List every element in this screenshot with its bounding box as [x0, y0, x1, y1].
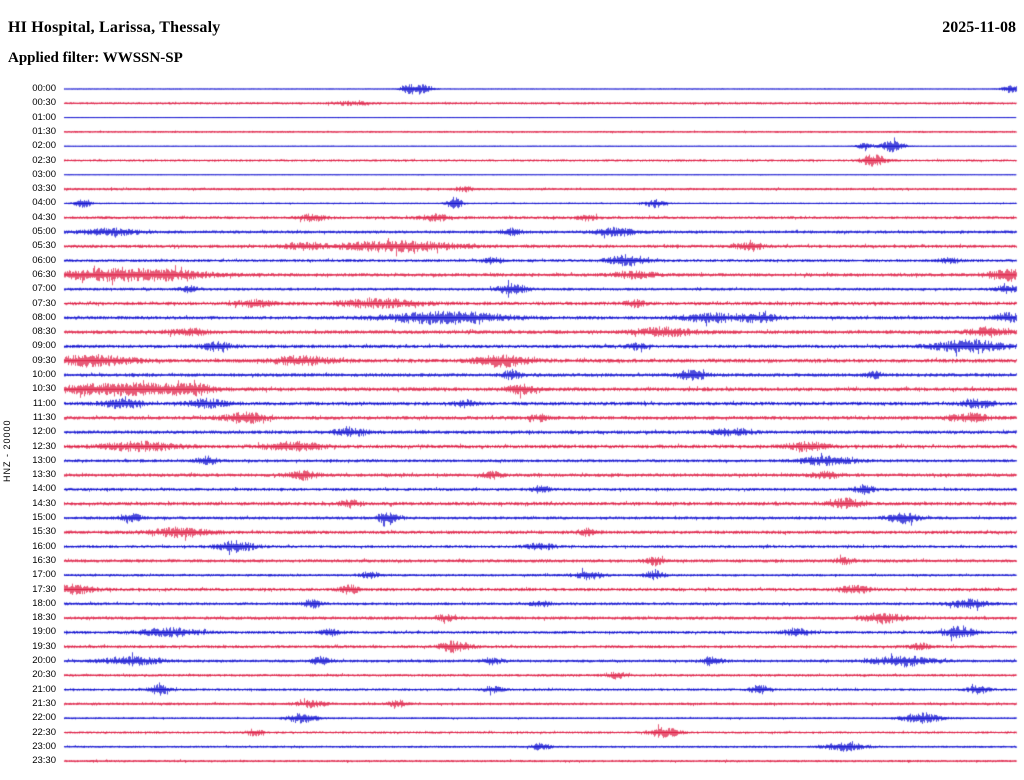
helicorder-page: HI Hospital, Larissa, Thessaly 2025-11-0…: [0, 0, 1024, 780]
seismogram-canvas: [0, 0, 1024, 780]
